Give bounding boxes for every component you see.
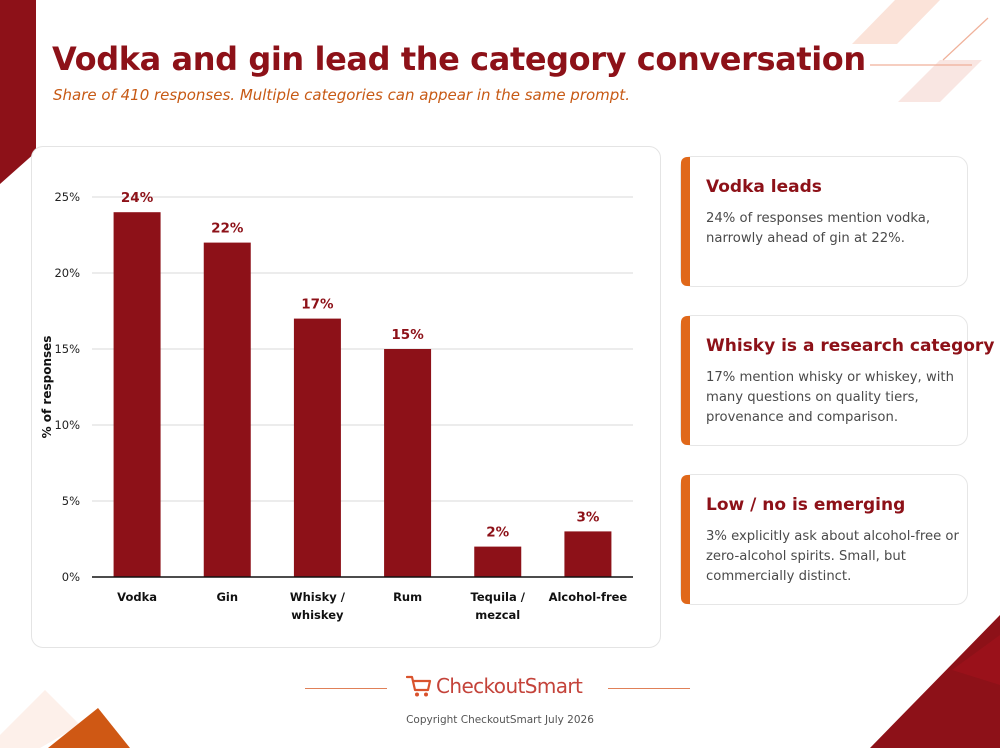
chart-card: 0% 5% 10% 15% 20% 25% % of responses 24% Vodka 22… [31,146,661,648]
y-tick-label: 15% [54,342,80,356]
insight-card-vodka: Vodka leads 24% of responses mention vod… [680,156,968,287]
insight-title: Whisky is a research category [706,336,995,356]
copyright-text: Copyright CheckoutSmart July 2026 [406,714,594,726]
insight-text: 3% explicitly ask about alcohol-free or … [706,529,959,584]
bar [384,349,432,577]
x-tick-label-line: Gin [216,590,238,604]
corner-decoration-top-left [0,0,36,184]
x-tick-label-line: Tequila / [471,590,526,604]
insight-accent-bar [681,316,690,445]
insight-accent-bar [681,157,690,286]
insight-card-whisky: Whisky is a research category 17% mentio… [680,315,994,446]
y-tick-label: 10% [54,418,80,432]
corner-decoration-bottom-left [0,690,130,748]
insight-text: 24% of responses mention vodka, narrowly… [706,211,931,246]
bar-value-label: 3% [576,509,599,525]
shopping-cart-icon [406,675,432,697]
bar [203,242,251,577]
footer-divider-left [305,688,387,689]
brand-name: CheckoutSmart [436,674,583,698]
page-title: Vodka and gin lead the category conversa… [52,40,866,78]
y-tick-label: 25% [54,190,80,204]
bar-value-label: 24% [121,190,154,206]
x-tick-label-line: Vodka [117,590,157,604]
bar-value-label: 17% [301,297,334,313]
page-subtitle: Share of 410 responses. Multiple categor… [53,86,630,104]
x-tick-label: Gin [216,590,238,604]
insight-card-low-no: Low / no is emerging 3% explicitly ask a… [680,474,968,605]
x-tick-label: Tequila / mezcal [471,590,526,622]
x-tick-label-line: mezcal [475,608,520,622]
x-tick-label: Alcohol-free [549,590,628,604]
y-axis-title: % of responses [40,336,54,439]
brand-logo: CheckoutSmart [406,670,583,702]
x-tick-label: Vodka [117,590,157,604]
bar-value-label: 2% [486,525,509,541]
insight-text: 17% mention whisky or whiskey, with many… [706,370,954,425]
y-tick-label: 5% [62,494,80,508]
x-tick-label: Whisky / whiskey [290,590,346,622]
x-tick-label-line: Whisky / [290,590,346,604]
corner-decoration-bottom-right [870,615,1000,748]
bar [293,318,341,577]
y-tick-label: 0% [62,570,80,584]
insight-title: Vodka leads [706,177,822,197]
y-tick-label: 20% [54,266,80,280]
insight-accent-bar [681,475,690,604]
bar [474,546,522,577]
x-tick-label-line: Alcohol-free [549,590,628,604]
corner-decoration-top-right [852,0,989,102]
x-tick-label-line: Rum [393,590,422,604]
footer-divider-right [608,688,690,689]
bar-chart: 0% 5% 10% 15% 20% 25% % of responses 24% Vodka 22… [40,190,633,622]
bar [564,531,612,577]
bar-value-label: 22% [211,221,244,237]
x-tick-label: Rum [393,590,422,604]
bar [113,212,161,577]
bar-value-label: 15% [391,327,424,343]
x-tick-label-line: whiskey [291,608,344,622]
insight-title: Low / no is emerging [706,495,906,515]
